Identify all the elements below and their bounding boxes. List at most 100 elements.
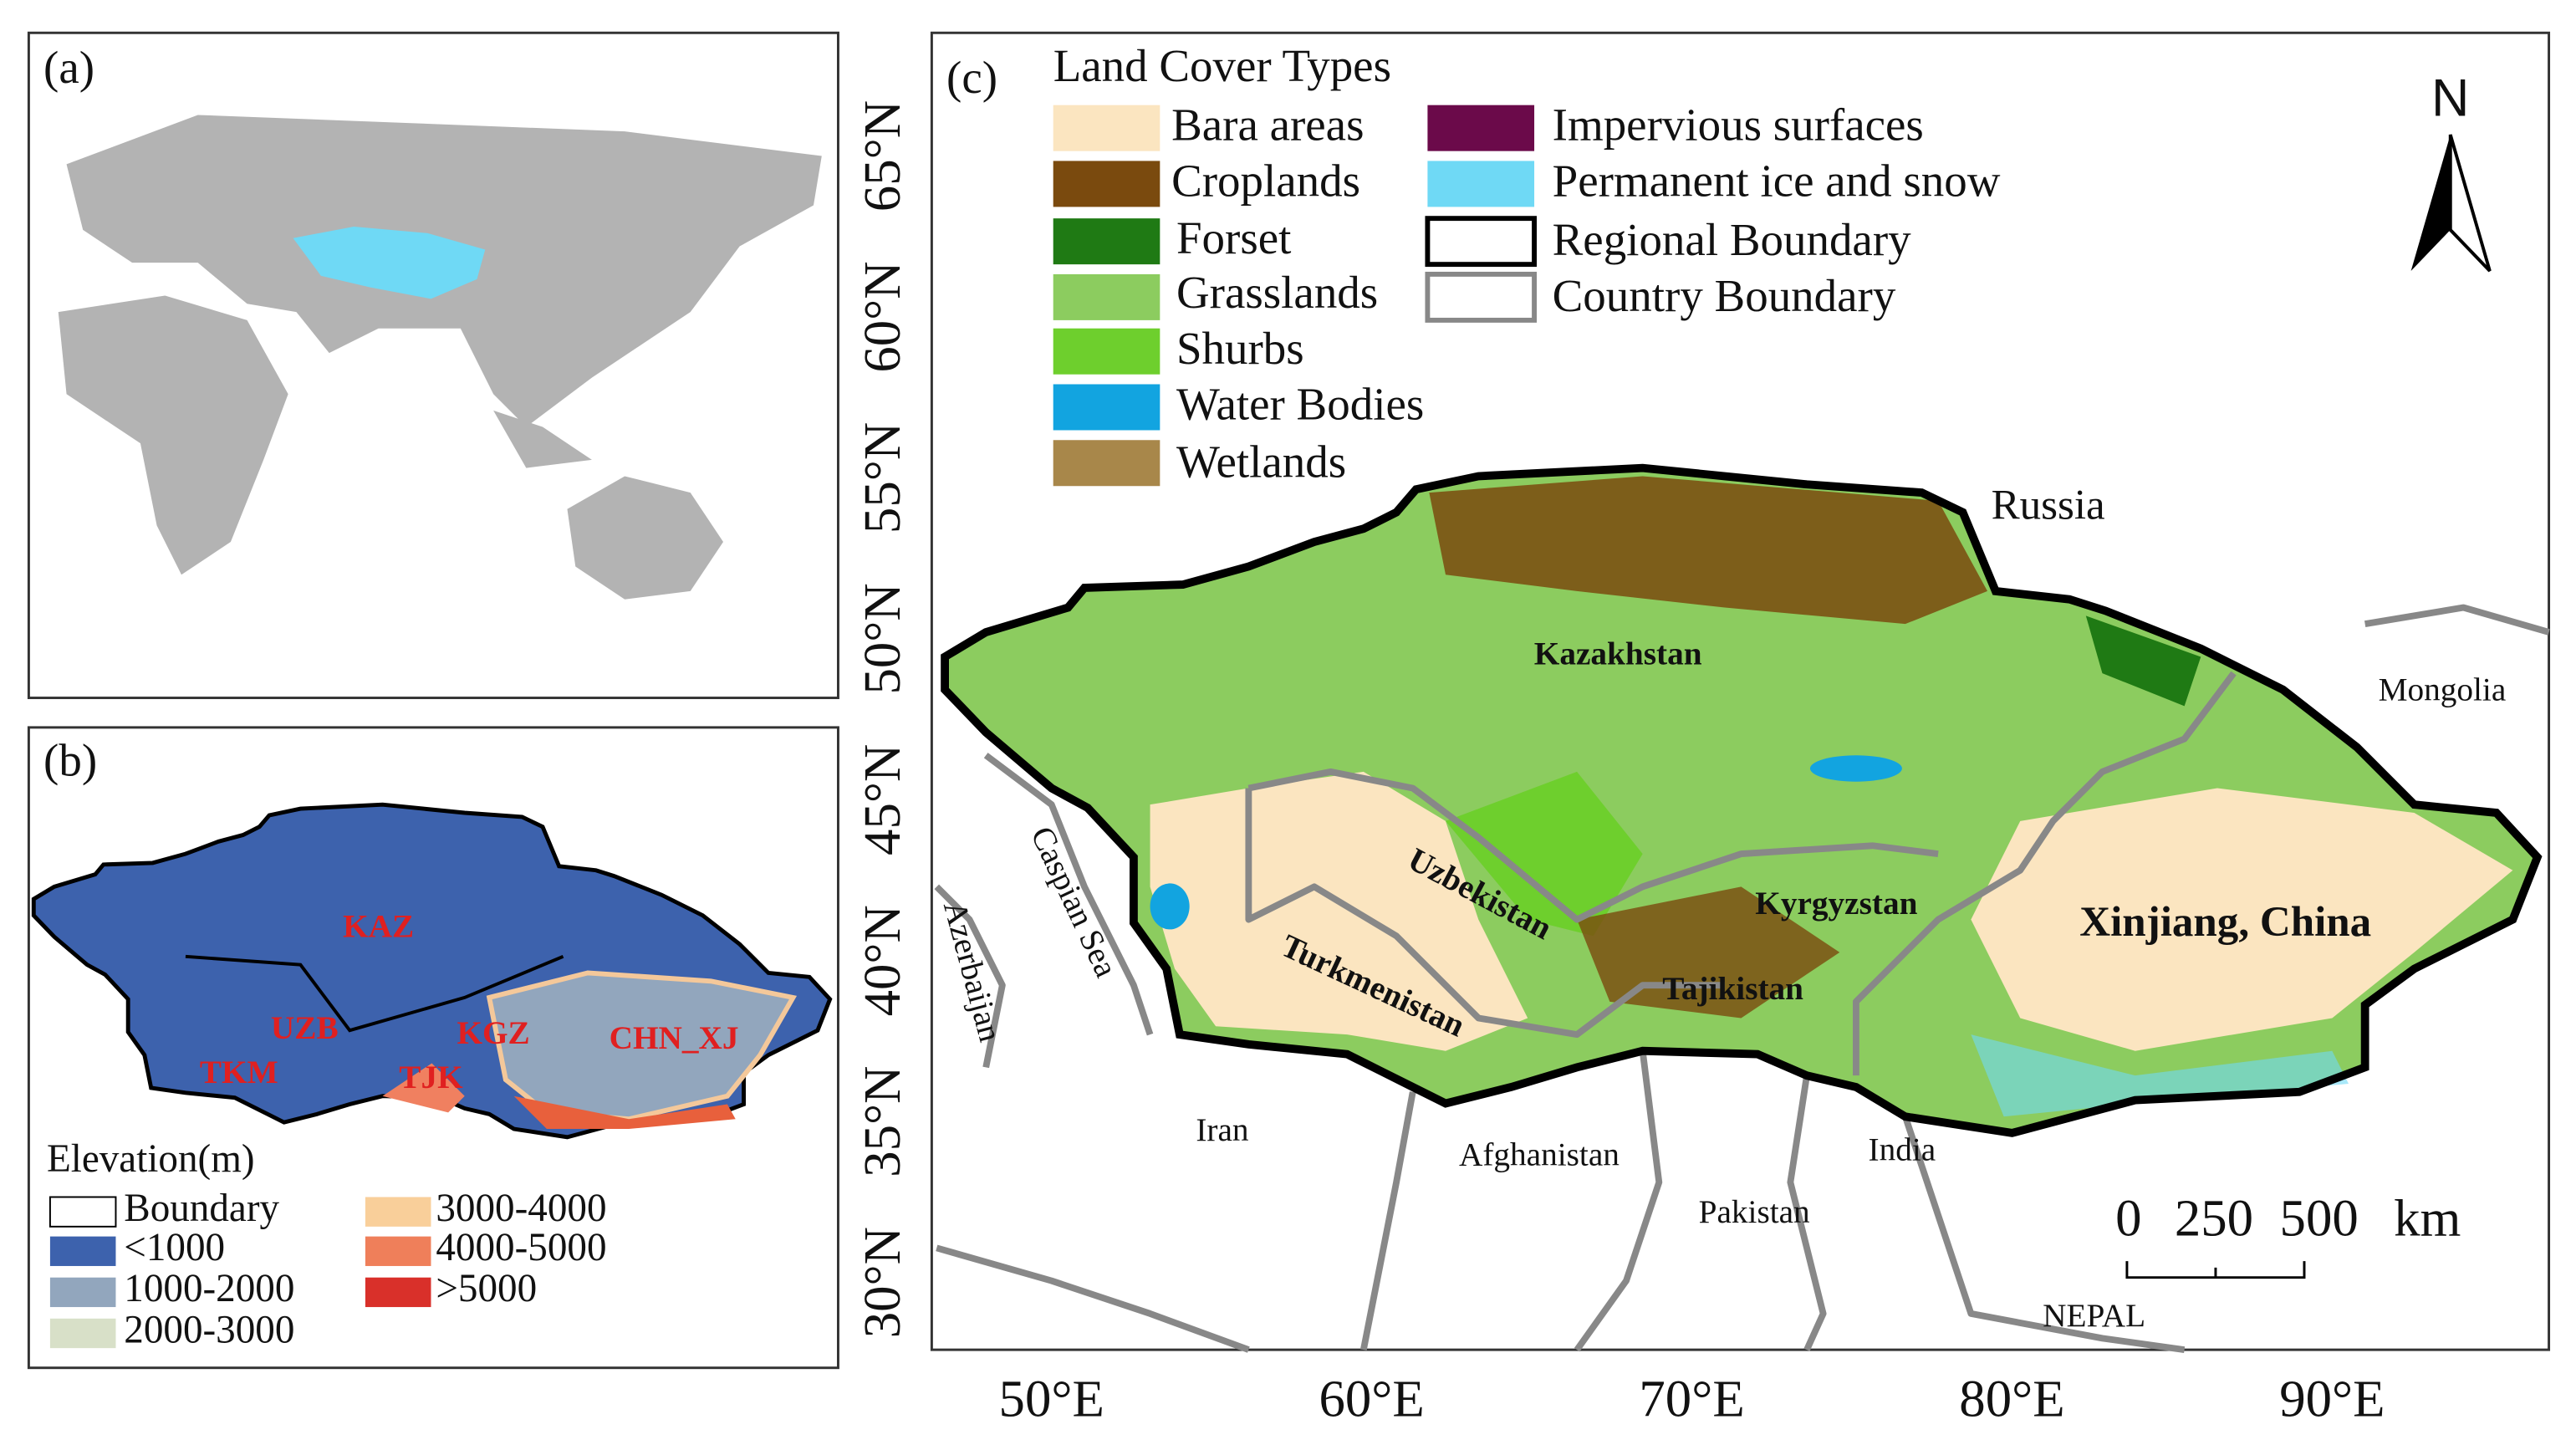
legend-label: Permanent ice and snow (1553, 156, 2001, 207)
panel-c: (c) Land Cover Types Bara areas Cropland… (930, 31, 2551, 1353)
region-label: TJK (399, 1059, 463, 1095)
region-label: CHN_XJ (610, 1020, 739, 1056)
legend-label: Wetlands (1176, 436, 1346, 487)
legend-swatch (1053, 218, 1160, 265)
internal-country-boundaries (1245, 671, 2237, 1076)
north-arrow (2410, 135, 2451, 271)
legend-swatch (365, 1236, 431, 1266)
lon-label: 50°E (999, 1369, 1104, 1427)
place-label: Tajikistan (1662, 971, 1803, 1007)
legend-swatch (49, 1236, 116, 1266)
legend-swatch (365, 1197, 431, 1227)
region-label: TKM (200, 1054, 278, 1090)
africa (58, 295, 288, 575)
legend-swatch (1427, 161, 1535, 207)
pamir (382, 1063, 465, 1113)
legend-swatch (1427, 105, 1535, 151)
region-label: UZB (271, 1010, 339, 1046)
lat-label: 50°N (853, 583, 911, 694)
croplands-north (1429, 476, 1988, 625)
scale-unit: km (2394, 1188, 2461, 1247)
place-label: Pakistan (1699, 1194, 1810, 1230)
lat-label: 65°N (853, 100, 911, 212)
panel-label: (c) (946, 52, 997, 103)
panel-label: (b) (43, 735, 97, 786)
legend-label: 1000-2000 (124, 1267, 294, 1310)
legend-title: Elevation(m) (47, 1137, 255, 1181)
legend-label: Regional Boundary (1553, 214, 1912, 265)
forest (2085, 615, 2201, 707)
legend-swatch (1053, 161, 1160, 207)
region-label: KAZ (343, 908, 414, 944)
legend-swatch (1425, 216, 1537, 268)
bare-southwest (1150, 771, 1528, 1051)
legend-swatch (1053, 440, 1160, 487)
legend-label: Impervious surfaces (1553, 100, 1924, 151)
place-label: Xinjiang, China (2079, 899, 2371, 946)
australia (567, 476, 724, 600)
bare-xinjiang (1971, 788, 2513, 1051)
legend-label: 2000-3000 (124, 1308, 294, 1351)
legend-swatch (365, 1277, 431, 1308)
legend-title: Land Cover Types (1053, 40, 1391, 91)
lon-label: 70°E (1639, 1369, 1744, 1427)
scale-label: 250 (2175, 1188, 2253, 1247)
scale-label: 500 (2280, 1188, 2359, 1247)
place-label: Mongolia (2379, 672, 2507, 708)
legend-swatch (48, 1196, 117, 1228)
lon-label: 60°E (1319, 1369, 1424, 1427)
place-label: Afghanistan (1459, 1136, 1620, 1172)
legend-label: Croplands (1171, 156, 1360, 207)
legend-label: <1000 (124, 1226, 225, 1269)
lon-label: 80°E (1959, 1369, 2064, 1427)
region-label: KGZ (457, 1015, 529, 1051)
scale-label: 0 (2115, 1188, 2141, 1247)
place-label: Russia (1992, 482, 2105, 528)
place-label: NEPAL (2043, 1298, 2145, 1334)
lake-balkhash (1809, 755, 1902, 782)
north-label: N (2431, 69, 2469, 127)
legend-swatch (49, 1277, 116, 1308)
legend-swatch (49, 1318, 116, 1349)
legend-label: Country Boundary (1553, 270, 1896, 321)
panel-b: (b) KAZ UZB TKM KGZ TJK CHN_XJ Elevation… (27, 726, 839, 1370)
place-label: Kyrgyzstan (1755, 886, 1917, 922)
legend-label: 3000-4000 (436, 1187, 606, 1230)
country-lines (185, 954, 564, 1033)
place-label: India (1869, 1131, 1936, 1167)
highland (486, 970, 798, 1122)
legend-label: Boundary (124, 1187, 279, 1230)
legend-swatch (1053, 384, 1160, 431)
north-arrow (2448, 134, 2492, 273)
lon-label: 90°E (2279, 1369, 2385, 1427)
legend-swatch (1425, 271, 1537, 323)
lat-label: 45°N (853, 744, 911, 855)
high-mountains (513, 1095, 736, 1129)
central-asia (293, 226, 486, 299)
legend-label: Bara areas (1171, 100, 1364, 151)
legend-swatch (1053, 273, 1160, 320)
lat-labels: 65°N 60°N 55°N 50°N 45°N 40°N 35°N 30°N (853, 100, 911, 1338)
legend-swatch (1053, 328, 1160, 375)
shrubs (1446, 771, 1643, 937)
lon-labels: 50°E 60°E 70°E 80°E 90°E (999, 1369, 2385, 1427)
aral-sea (1150, 883, 1190, 930)
panel-label: (a) (43, 42, 94, 93)
legend-label: Shurbs (1176, 323, 1304, 374)
scale-bar (2125, 1261, 2306, 1279)
panel-a: (a) (27, 31, 839, 700)
place-label: Iran (1196, 1112, 1249, 1148)
legend-label: 4000-5000 (436, 1226, 606, 1269)
ice (1971, 1034, 2349, 1117)
legend-label: Forset (1176, 212, 1291, 263)
lat-label: 60°N (853, 261, 911, 372)
lat-label: 30°N (853, 1227, 911, 1338)
lat-label: 35°N (853, 1065, 911, 1177)
place-label: Kazakhstan (1534, 636, 1702, 671)
legend-swatch (1053, 105, 1160, 151)
neighbour-boundaries (934, 604, 2550, 1353)
lat-label: 55°N (853, 422, 911, 534)
legend-label: Grasslands (1176, 267, 1378, 318)
